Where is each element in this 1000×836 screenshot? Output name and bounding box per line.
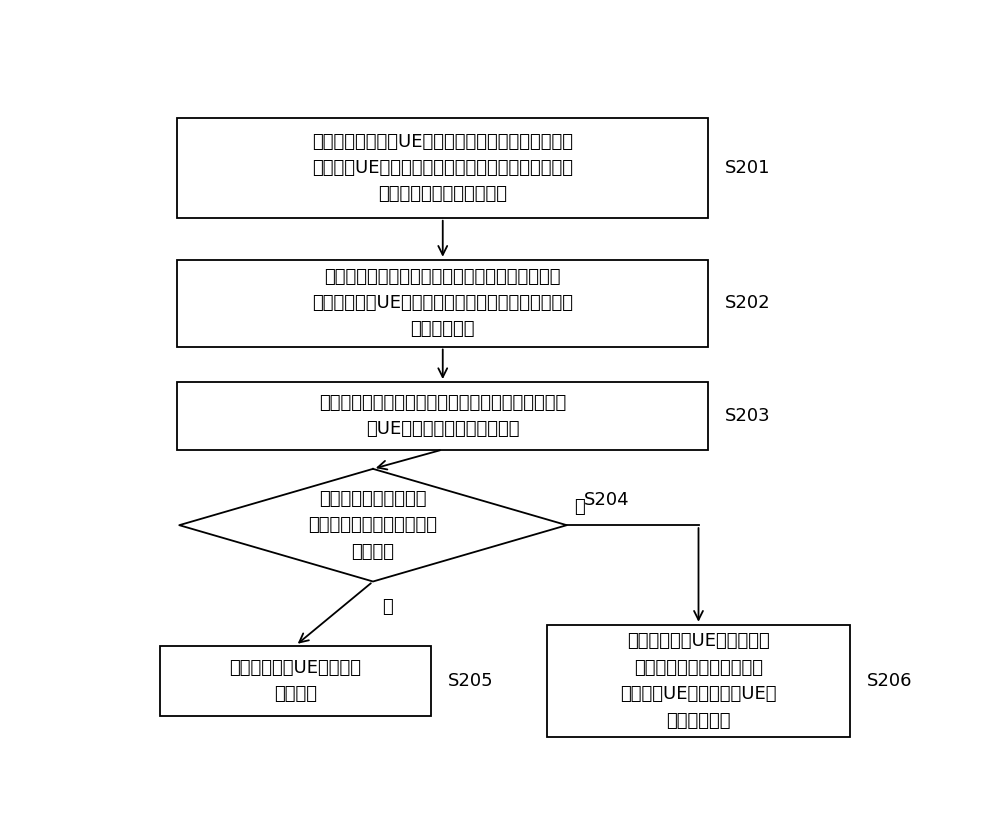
Text: 否: 否 xyxy=(574,497,585,516)
Text: 所述服务器根据所述目的地信息和所述第一位置信
息，确定第一UE在预设第一时间段内的至少一个待到
达的位置信息: 所述服务器根据所述目的地信息和所述第一位置信 息，确定第一UE在预设第一时间段内… xyxy=(312,268,573,339)
Text: S204: S204 xyxy=(584,491,629,509)
Text: 判断第二位置信息是否
与所述至少一个待到达位置
信息相同: 判断第二位置信息是否 与所述至少一个待到达位置 信息相同 xyxy=(308,490,438,561)
Bar xyxy=(177,382,708,450)
Bar xyxy=(177,118,708,218)
Bar xyxy=(547,624,850,737)
Text: 确定当前第一UE未按照预设
行程行驶，所述服务器向与
所述第一UE关联的第二UE发
送异常信息；: 确定当前第一UE未按照预设 行程行驶，所述服务器向与 所述第一UE关联的第二UE… xyxy=(620,632,777,730)
Bar xyxy=(177,260,708,347)
Text: 确定当前第一UE按照预设
行程行驶: 确定当前第一UE按照预设 行程行驶 xyxy=(230,659,362,703)
Text: S201: S201 xyxy=(725,159,771,177)
Text: 服务器在根据第一UE的打车请求派单之后，实时接收
所述第一UE发送的当前第一位置信息；所述打车请求
中包括出发地和目的地信息: 服务器在根据第一UE的打车请求派单之后，实时接收 所述第一UE发送的当前第一位置… xyxy=(312,133,573,203)
Bar xyxy=(160,645,431,716)
Text: S205: S205 xyxy=(448,672,494,690)
Text: S202: S202 xyxy=(725,294,771,312)
Text: 所述服务器在所述预设第一时间段之后，接收所述第
一UE发送的当前第二位置信息: 所述服务器在所述预设第一时间段之后，接收所述第 一UE发送的当前第二位置信息 xyxy=(319,394,566,438)
Text: S203: S203 xyxy=(725,407,771,425)
Text: 是: 是 xyxy=(382,598,393,616)
Text: S206: S206 xyxy=(867,672,912,690)
